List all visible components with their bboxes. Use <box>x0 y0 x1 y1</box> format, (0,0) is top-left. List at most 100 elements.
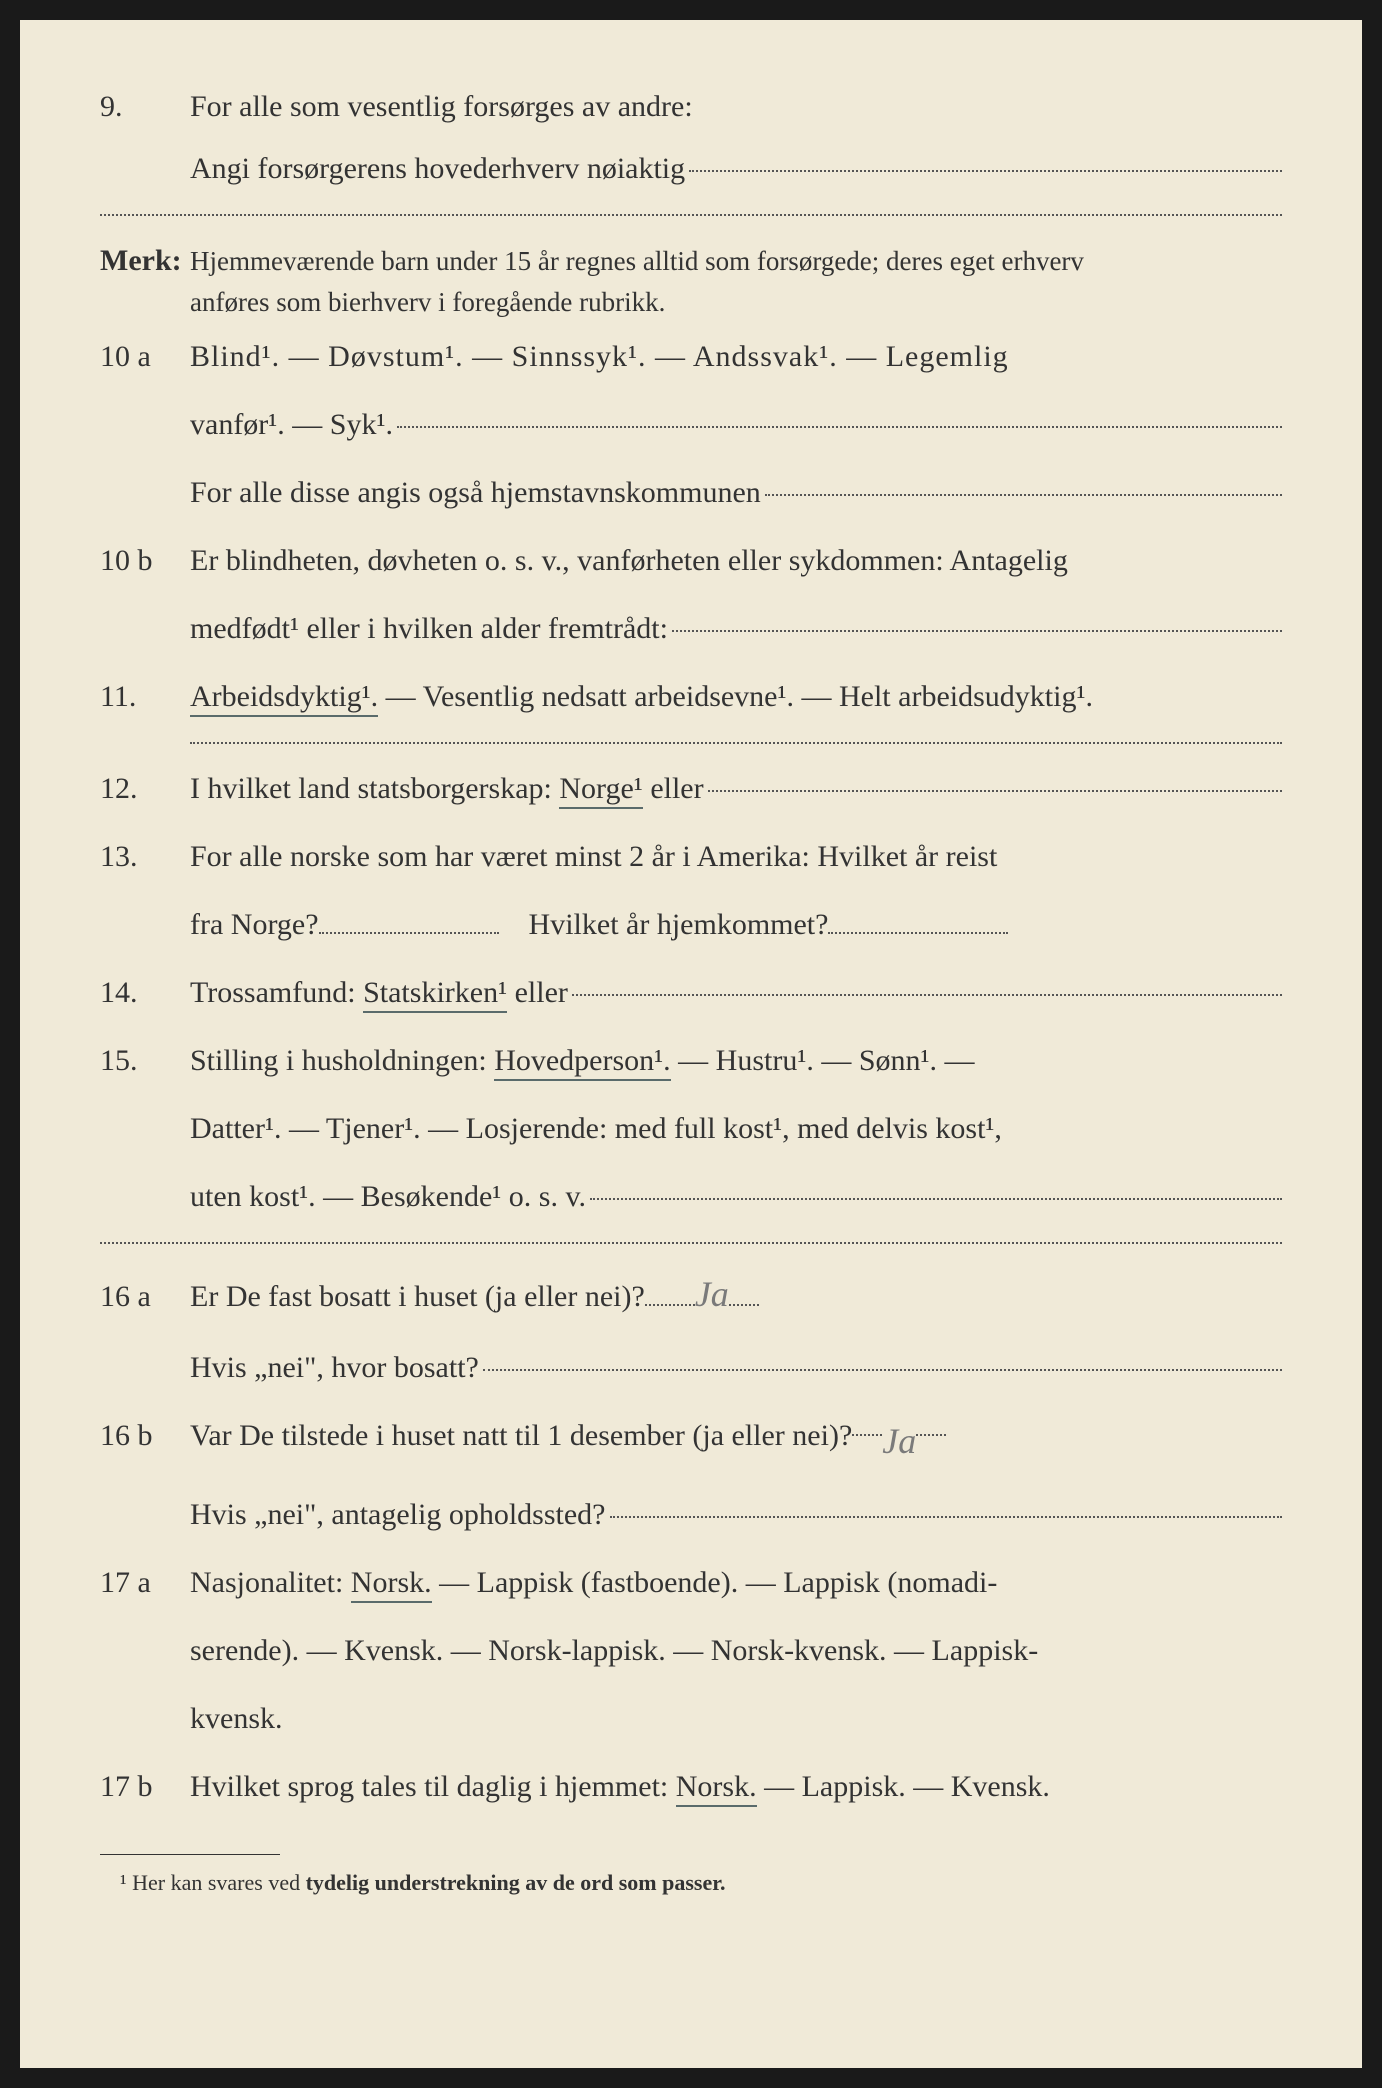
q15-text1b: — Hustru¹. — Sønn¹. — <box>671 1044 975 1077</box>
q16b-row2: Hvis „nei", antagelig opholdssted? <box>100 1488 1282 1542</box>
q12-row: 12. I hvilket land statsborgerskap: Norg… <box>100 762 1282 816</box>
write-in-line[interactable] <box>610 1488 1283 1518</box>
divider <box>100 214 1282 216</box>
q10a-row2: vanfør¹. — Syk¹. <box>100 398 1282 452</box>
q17a-row3: kvensk. <box>100 1692 1282 1746</box>
q14-selected: Statskirken¹ <box>363 976 507 1013</box>
q10a-row1: 10 a Blind¹. — Døvstum¹. — Sinnssyk¹. — … <box>100 330 1282 384</box>
merk-row: Merk: Hjemmeværende barn under 15 år reg… <box>100 234 1282 322</box>
write-in-line[interactable] <box>916 1409 946 1436</box>
q17b-text1a: Hvilket sprog tales til daglig i hjemmet… <box>190 1770 676 1803</box>
footnote-text: Her kan svares ved <box>127 1870 306 1895</box>
q16a-num: 16 a <box>100 1270 190 1324</box>
q15-row1: 15. Stilling i husholdningen: Hovedperso… <box>100 1034 1282 1088</box>
q13-text2a: fra Norge? <box>190 908 319 941</box>
q10a-num: 10 a <box>100 330 190 384</box>
merk-label: Merk: <box>100 234 190 288</box>
q10a-text3: For alle disse angis også hjemstavnskomm… <box>190 466 761 520</box>
q15-num: 15. <box>100 1034 190 1088</box>
q17b-selected: Norsk. <box>676 1770 757 1807</box>
q9-text2: Angi forsørgerens hovederhverv nøiaktig <box>190 142 685 196</box>
q17a-text1a: Nasjonalitet: <box>190 1566 351 1599</box>
q17a-text2: serende). — Kvensk. — Norsk-lappisk. — N… <box>190 1624 1282 1678</box>
write-in-line[interactable] <box>590 1170 1282 1200</box>
write-in-line[interactable] <box>672 602 1282 632</box>
q16a-row1: 16 a Er De fast bosatt i huset (ja eller… <box>100 1262 1282 1327</box>
q16b-row1: 16 b Var De tilstede i huset natt til 1 … <box>100 1409 1282 1474</box>
q9-text1: For alle som vesentlig forsørges av andr… <box>190 80 1282 134</box>
q9-row2: Angi forsørgerens hovederhverv nøiaktig <box>100 142 1282 196</box>
write-in-line[interactable] <box>708 762 1282 792</box>
q13-row2: fra Norge? Hvilket år hjemkommet? <box>100 898 1282 952</box>
footnote: ¹ Her kan svares ved tydelig understrekn… <box>120 1863 1282 1903</box>
write-in-line[interactable] <box>572 966 1282 996</box>
merk-text1: Hjemmeværende barn under 15 år regnes al… <box>190 241 1282 282</box>
q13-num: 13. <box>100 830 190 884</box>
divider <box>190 742 1282 744</box>
q15-text2: Datter¹. — Tjener¹. — Losjerende: med fu… <box>190 1102 1282 1156</box>
q17b-row: 17 b Hvilket sprog tales til daglig i hj… <box>100 1760 1282 1814</box>
q10b-num: 10 b <box>100 534 190 588</box>
q14-eller: eller <box>507 976 568 1009</box>
q10a-row3: For alle disse angis også hjemstavnskomm… <box>100 466 1282 520</box>
q16a-row2: Hvis „nei", hvor bosatt? <box>100 1341 1282 1395</box>
q16b-answer: Ja <box>882 1409 916 1474</box>
write-in-line[interactable] <box>645 1279 695 1306</box>
q16b-text1: Var De tilstede i huset natt til 1 desem… <box>190 1409 852 1474</box>
write-in-line[interactable] <box>828 907 1008 934</box>
write-in-line[interactable] <box>765 466 1282 496</box>
footnote-bold: tydelig understrekning av de ord som pas… <box>306 1870 726 1895</box>
q14-text: Trossamfund: <box>190 976 363 1009</box>
q16a-answer: Ja <box>695 1274 729 1314</box>
write-in-line[interactable] <box>483 1341 1282 1371</box>
q15-row3: uten kost¹. — Besøkende¹ o. s. v. <box>100 1170 1282 1224</box>
q17a-selected: Norsk. <box>351 1566 432 1603</box>
write-in-line[interactable] <box>729 1279 759 1306</box>
q12-eller: eller <box>643 772 704 805</box>
q17b-text1b: — Lappisk. — Kvensk. <box>757 1770 1050 1803</box>
q10b-text2: medfødt¹ eller i hvilken alder fremtrådt… <box>190 602 668 656</box>
q11-selected: Arbeidsdyktig¹. <box>190 680 378 717</box>
write-in-line[interactable] <box>689 142 1282 172</box>
write-in-line[interactable] <box>397 398 1282 428</box>
q17a-row1: 17 a Nasjonalitet: Norsk. — Lappisk (fas… <box>100 1556 1282 1610</box>
q12-num: 12. <box>100 762 190 816</box>
q9-row1: 9. For alle som vesentlig forsørges av a… <box>100 80 1282 134</box>
q16a-text1: Er De fast bosatt i huset (ja eller nei)… <box>190 1280 645 1313</box>
footnote-mark: ¹ <box>120 1870 127 1895</box>
write-in-line[interactable] <box>852 1409 882 1436</box>
q11-rest: — Vesentlig nedsatt arbeidsevne¹. — Helt… <box>378 680 1093 713</box>
merk-text2: anføres som bierhverv i foregående rubri… <box>190 282 1282 323</box>
q17a-num: 17 a <box>100 1556 190 1610</box>
q17b-num: 17 b <box>100 1760 190 1814</box>
q15-text3: uten kost¹. — Besøkende¹ o. s. v. <box>190 1170 586 1224</box>
q16b-num: 16 b <box>100 1409 190 1463</box>
q16b-text2: Hvis „nei", antagelig opholdssted? <box>190 1488 606 1542</box>
q13-row1: 13. For alle norske som har været minst … <box>100 830 1282 884</box>
q15-selected: Hovedperson¹. <box>494 1044 670 1081</box>
q9-num: 9. <box>100 80 190 134</box>
write-in-line[interactable] <box>319 907 499 934</box>
divider <box>100 1242 1282 1244</box>
q17a-text1b: — Lappisk (fastboende). — Lappisk (nomad… <box>432 1566 998 1599</box>
q14-row: 14. Trossamfund: Statskirken¹ eller <box>100 966 1282 1020</box>
q13-text2b: Hvilket år hjemkommet? <box>529 908 829 941</box>
q14-num: 14. <box>100 966 190 1020</box>
q11-row: 11. Arbeidsdyktig¹. — Vesentlig nedsatt … <box>100 670 1282 724</box>
q15-row2: Datter¹. — Tjener¹. — Losjerende: med fu… <box>100 1102 1282 1156</box>
q13-text1: For alle norske som har været minst 2 år… <box>190 830 1282 884</box>
q12-text: I hvilket land statsborgerskap: <box>190 772 559 805</box>
q10b-text1: Er blindheten, døvheten o. s. v., vanfør… <box>190 534 1282 588</box>
footnote-rule <box>100 1854 280 1855</box>
q10a-opts2: vanfør¹. — Syk¹. <box>190 398 393 452</box>
census-form-page: 9. For alle som vesentlig forsørges av a… <box>20 20 1362 2068</box>
q12-selected: Norge¹ <box>559 772 642 809</box>
q17a-text3: kvensk. <box>190 1692 1282 1746</box>
q11-num: 11. <box>100 670 190 724</box>
q17a-row2: serende). — Kvensk. — Norsk-lappisk. — N… <box>100 1624 1282 1678</box>
q10a-opts: Blind¹. — Døvstum¹. — Sinnssyk¹. — Andss… <box>190 330 1282 384</box>
q10b-row2: medfødt¹ eller i hvilken alder fremtrådt… <box>100 602 1282 656</box>
q10b-row1: 10 b Er blindheten, døvheten o. s. v., v… <box>100 534 1282 588</box>
q16a-text2: Hvis „nei", hvor bosatt? <box>190 1341 479 1395</box>
q15-text1a: Stilling i husholdningen: <box>190 1044 494 1077</box>
